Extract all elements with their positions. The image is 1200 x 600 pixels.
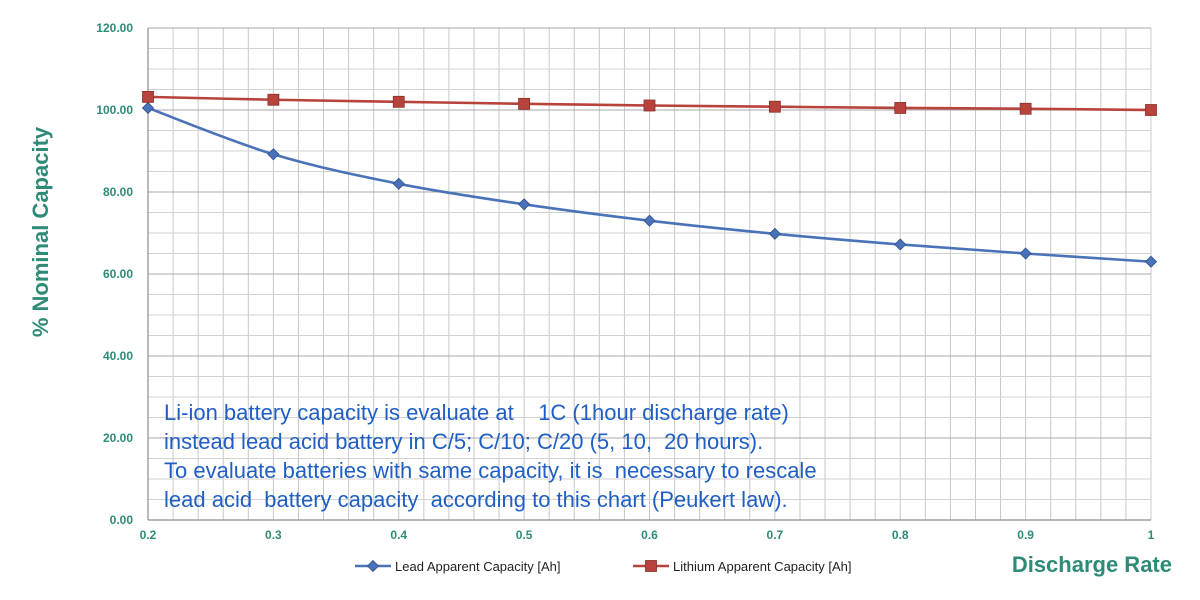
series-lead — [141, 101, 1158, 268]
grid — [147, 27, 1152, 521]
data-point — [141, 101, 155, 115]
annotation-line: Li-ion battery capacity is evaluate at 1… — [164, 400, 789, 425]
legend-marker — [645, 560, 657, 572]
data-point — [392, 177, 405, 190]
y-tick-label: 60.00 — [103, 267, 133, 281]
data-point — [768, 100, 781, 113]
x-tick-label: 0.3 — [265, 528, 282, 542]
x-tick-label: 1 — [1148, 528, 1155, 542]
legend-item: Lead Apparent Capacity [Ah] — [355, 559, 561, 574]
annotation-line: To evaluate batteries with same capacity… — [164, 458, 817, 483]
data-point — [643, 99, 656, 112]
y-tick-label: 40.00 — [103, 349, 133, 363]
x-tick-label: 0.5 — [516, 528, 533, 542]
y-tick-labels: 0.00 20.00 40.00 60.00 80.00 100.00 120.00 — [96, 21, 133, 527]
legend-item: Lithium Apparent Capacity [Ah] — [633, 559, 852, 574]
y-axis-label: % Nominal Capacity — [28, 126, 53, 337]
annotation-line: lead acid battery capacity according to … — [164, 487, 788, 512]
x-tick-label: 0.2 — [140, 528, 157, 542]
data-point — [267, 93, 280, 106]
data-point — [518, 198, 531, 211]
annotation-text-block: Li-ion battery capacity is evaluate at 1… — [164, 400, 817, 512]
data-point — [1019, 102, 1032, 115]
legend-marker — [366, 559, 380, 573]
data-point — [768, 227, 781, 240]
data-point — [518, 97, 531, 110]
data-point — [643, 214, 656, 227]
data-point — [894, 102, 907, 114]
y-tick-label: 20.00 — [103, 431, 133, 445]
annotation-line: instead lead acid battery in C/5; C/10; … — [164, 429, 763, 454]
y-tick-label: 100.00 — [96, 103, 133, 117]
y-tick-label: 120.00 — [96, 21, 133, 35]
data-point — [267, 148, 280, 161]
x-tick-label: 0.7 — [767, 528, 784, 542]
data-point — [1019, 247, 1032, 260]
legend-label: Lithium Apparent Capacity [Ah] — [673, 559, 852, 574]
legend: Lead Apparent Capacity [Ah] Lithium Appar… — [355, 559, 852, 574]
series — [141, 90, 1158, 268]
data-point — [1145, 104, 1157, 116]
y-tick-label: 0.00 — [110, 513, 134, 527]
x-tick-label: 0.9 — [1017, 528, 1034, 542]
x-axis-label: Discharge Rate — [1012, 552, 1172, 577]
data-point — [894, 238, 907, 251]
x-tick-labels: 0.2 0.3 0.4 0.5 0.6 0.7 0.8 0.9 1 — [140, 528, 1155, 542]
legend-label: Lead Apparent Capacity [Ah] — [395, 559, 561, 574]
data-point — [1144, 255, 1158, 268]
data-point — [392, 95, 405, 108]
data-point — [142, 90, 154, 103]
x-tick-label: 0.6 — [641, 528, 658, 542]
y-tick-label: 80.00 — [103, 185, 133, 199]
x-tick-label: 0.8 — [892, 528, 909, 542]
series-lithium — [142, 90, 1157, 116]
x-tick-label: 0.4 — [390, 528, 407, 542]
